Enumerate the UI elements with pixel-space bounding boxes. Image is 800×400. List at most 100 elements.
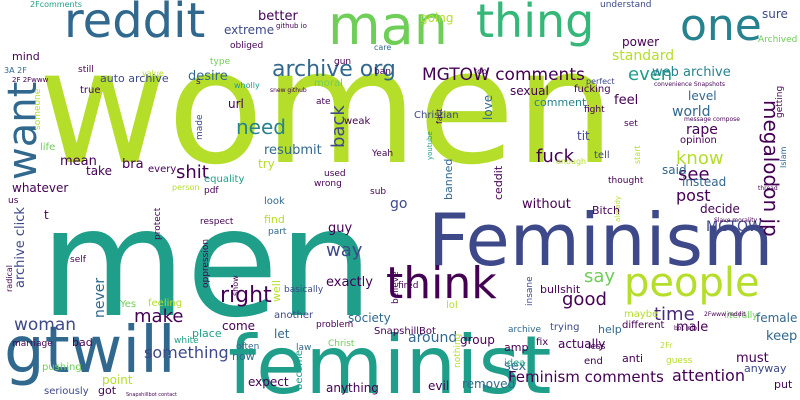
word-put: put: [774, 378, 793, 391]
word-expect: expect: [248, 375, 289, 389]
word-rape: rape: [686, 122, 718, 138]
word-equality: equality: [204, 174, 244, 185]
word-evil: evil: [428, 379, 449, 393]
word-christian: Christian: [414, 110, 459, 121]
word-protect: protect: [153, 207, 163, 240]
word-archived: Archived: [758, 35, 797, 45]
word-really: really: [168, 354, 171, 357]
word-anyway: anyway: [744, 362, 787, 375]
word-make: make: [134, 306, 183, 327]
word-mean: mean: [60, 154, 97, 169]
word-man: man: [328, 0, 448, 57]
word-literally: literally: [724, 311, 758, 321]
word-fired: fired: [398, 281, 418, 291]
word-woman: woman: [14, 315, 76, 335]
word-snapshillbot: SnapshillBot: [374, 326, 436, 337]
word-often: often: [236, 342, 259, 352]
word-tell: tell: [594, 150, 610, 161]
word-gt: gt: [4, 314, 70, 388]
word-ban: ban: [374, 67, 391, 77]
word-marriage: marriage: [12, 339, 53, 349]
word-bra: bra: [122, 157, 144, 172]
word-another: another: [274, 310, 314, 321]
word-one: one: [680, 0, 762, 51]
word-opinion: opinion: [680, 135, 717, 146]
word-idea: idea: [504, 358, 525, 369]
word-around: around: [408, 330, 457, 346]
word-sub: sub: [370, 187, 386, 197]
word-extreme: extreme: [224, 23, 274, 37]
word-slave-morality: Slave morality: [714, 217, 758, 224]
word-youtube: youtube: [426, 131, 434, 160]
word-feel: feel: [614, 93, 638, 108]
word-power: power: [622, 35, 659, 49]
word-message-compose: message compose: [684, 116, 740, 123]
word-ate: ate: [316, 97, 331, 107]
word-good: good: [562, 289, 607, 310]
word-basically: basically: [284, 285, 324, 295]
word-take: take: [86, 164, 112, 178]
word-2fr: 2Fr: [660, 341, 673, 350]
word-sexual: sexual: [510, 84, 549, 98]
word-care: care: [374, 43, 391, 52]
word-resubmit: resubmit: [264, 143, 322, 158]
word-guess: guess: [666, 356, 693, 366]
word-feeling: feeling: [148, 298, 182, 309]
word-shit: shit: [176, 162, 209, 183]
word-mind: mind: [12, 50, 40, 63]
word-islam: Islam: [779, 146, 788, 168]
word-group: group: [460, 333, 495, 347]
word-end: end: [584, 356, 603, 367]
word-thought: thought: [608, 176, 644, 186]
word-sure: sure: [762, 7, 788, 21]
word-anything: anything: [326, 381, 379, 395]
word-women: women: [38, 16, 615, 200]
word-must: must: [736, 351, 769, 366]
word-yeah: Yeah: [371, 149, 393, 159]
word-enough: enough: [556, 157, 586, 166]
word-used: used: [324, 169, 346, 179]
word-trying: trying: [550, 322, 579, 333]
word-insane: insane: [525, 276, 535, 306]
word-show: show: [231, 275, 240, 296]
word-level: level: [688, 89, 717, 103]
word-female: female: [756, 311, 797, 325]
word-still: still: [78, 65, 94, 75]
word-obliged: obliged: [230, 41, 263, 51]
word-guy: guy: [328, 221, 352, 236]
word-without: without: [522, 197, 571, 212]
word-exactly: exactly: [326, 275, 373, 290]
word-mgtow: MGTOW: [706, 219, 762, 235]
word-back: back: [328, 105, 349, 148]
word-world: world: [672, 104, 711, 120]
word-fuck: fuck: [536, 146, 575, 167]
word-maybe: maybe: [624, 309, 658, 320]
word-s: s: [196, 77, 201, 87]
word-instead: instead: [682, 175, 726, 189]
word-right: right: [220, 283, 272, 308]
word-look: look: [264, 196, 285, 207]
word-society: society: [348, 311, 391, 325]
word-someone: someone: [33, 88, 43, 130]
word-2f-2fwww: 2F 2Fwww: [12, 76, 49, 84]
word-wholly: wholly: [234, 81, 260, 90]
word-fucking: fucking: [574, 84, 611, 95]
word-let: let: [274, 327, 290, 341]
word-bullshit: bullshit: [540, 283, 581, 296]
word-person: person: [172, 183, 199, 192]
word-thing: thing: [476, 0, 594, 48]
word-different: different: [622, 320, 665, 331]
word-perfect: perfect: [586, 77, 615, 86]
word-less: less: [588, 342, 606, 352]
word-bitch: Bitch: [592, 204, 620, 217]
word-help: help: [598, 323, 622, 336]
word-github-io: github io: [276, 22, 307, 30]
word-need: need: [236, 115, 286, 139]
word-feminist: feminist: [228, 319, 552, 400]
word-self: self: [70, 255, 87, 265]
word-life: life: [40, 142, 55, 153]
word-pdf: pdf: [204, 186, 219, 196]
word-whatever: whatever: [12, 181, 68, 195]
word-better: better: [258, 9, 298, 24]
